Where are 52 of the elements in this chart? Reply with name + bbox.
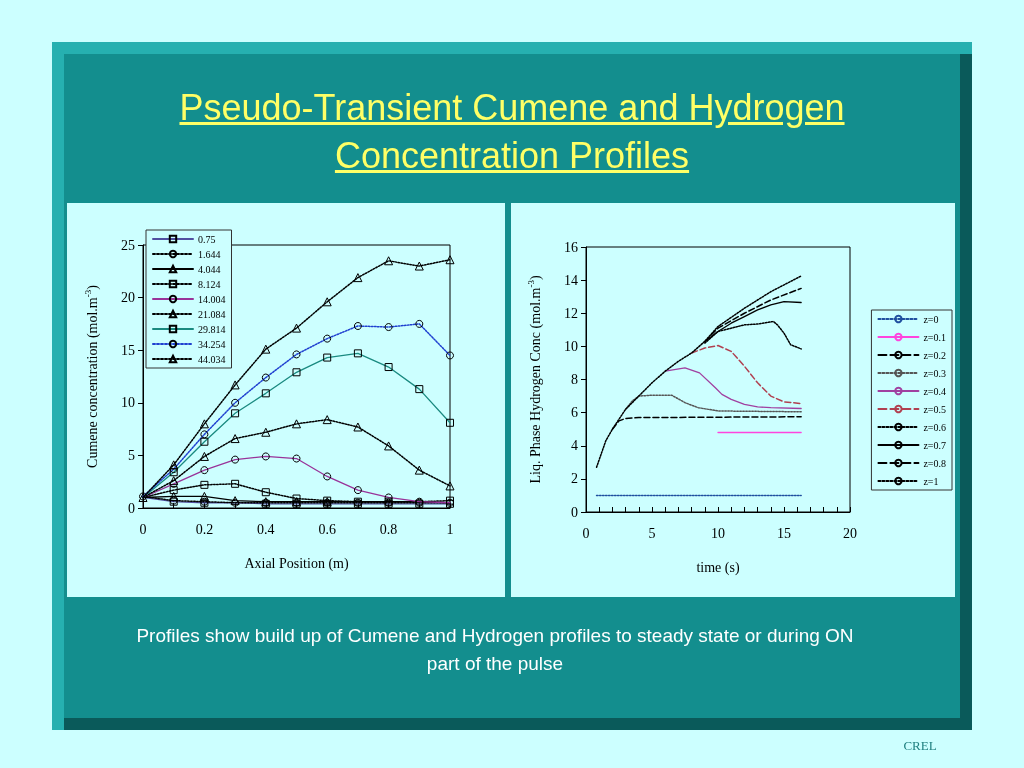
legend-label: 1.644 bbox=[198, 248, 221, 260]
x-tick-label: 15 bbox=[777, 525, 791, 541]
x-tick-label: 0.6 bbox=[318, 521, 336, 537]
x-tick-label: 0 bbox=[139, 521, 147, 537]
y-tick-label: 10 bbox=[121, 395, 135, 411]
x-tick-label: 1 bbox=[446, 521, 454, 537]
y-tick-label: 10 bbox=[564, 338, 578, 354]
y-tick-label: 0 bbox=[128, 500, 135, 516]
legend-label: z=0.6 bbox=[923, 421, 946, 433]
y-tick-label: 20 bbox=[121, 290, 135, 306]
legend-label: 44.034 bbox=[198, 353, 226, 365]
legend-label: z=0.1 bbox=[923, 331, 946, 343]
legend-label: 4.044 bbox=[198, 263, 221, 275]
x-axis-title: time (s) bbox=[696, 559, 740, 576]
legend-label: z=0.5 bbox=[923, 403, 946, 415]
x-tick-label: 0 bbox=[582, 525, 590, 541]
legend-label: 21.084 bbox=[198, 308, 226, 320]
legend-label: z=0.7 bbox=[923, 439, 946, 451]
y-tick-label: 16 bbox=[564, 239, 578, 255]
x-tick-label: 20 bbox=[843, 525, 857, 541]
legend-label: 14.004 bbox=[198, 293, 226, 305]
x-tick-label: 5 bbox=[648, 525, 656, 541]
y-tick-label: 8 bbox=[571, 372, 578, 387]
y-axis-title: Cumene concentration (mol.m-3) bbox=[82, 284, 101, 468]
legend-label: z=0.3 bbox=[923, 367, 946, 379]
legend-label: z=0.2 bbox=[923, 349, 946, 361]
x-tick-label: 0.4 bbox=[257, 521, 275, 537]
y-tick-label: 14 bbox=[564, 272, 578, 288]
legend-label: 34.254 bbox=[198, 338, 226, 350]
text: CREL bbox=[902, 738, 938, 754]
legend-label: z=1 bbox=[923, 475, 939, 487]
text: Pseudo-Transient Cumene and Hydrogen Concentration Profiles bbox=[178, 86, 846, 178]
y-tick-label: 25 bbox=[121, 237, 135, 253]
x-axis-title: Axial Position (m) bbox=[244, 555, 349, 572]
y-tick-label: 2 bbox=[571, 471, 578, 487]
y-tick-label: 12 bbox=[564, 305, 578, 321]
x-tick-label: 10 bbox=[711, 525, 725, 541]
legend-label: 8.124 bbox=[198, 278, 221, 290]
y-tick-label: 15 bbox=[121, 342, 135, 358]
legend-label: z=0.8 bbox=[923, 457, 946, 469]
y-tick-label: 4 bbox=[571, 438, 578, 454]
legend-label: 29.814 bbox=[198, 323, 226, 335]
y-tick-label: 6 bbox=[571, 405, 578, 421]
y-tick-label: 5 bbox=[128, 447, 135, 463]
legend-label: 0.75 bbox=[198, 233, 216, 245]
y-tick-label: 0 bbox=[571, 504, 578, 520]
x-tick-label: 0.2 bbox=[195, 521, 214, 537]
text: Profiles show build up of Cumene and Hydrogen profiles to steady state or during ON part of the pulse bbox=[135, 624, 855, 676]
y-axis-title: Liq. Phase Hydrogen Conc (mol.m-3) bbox=[525, 275, 544, 484]
legend-label: z=0 bbox=[923, 313, 939, 325]
x-tick-label: 0.8 bbox=[379, 521, 398, 537]
legend-label: z=0.4 bbox=[923, 385, 946, 397]
